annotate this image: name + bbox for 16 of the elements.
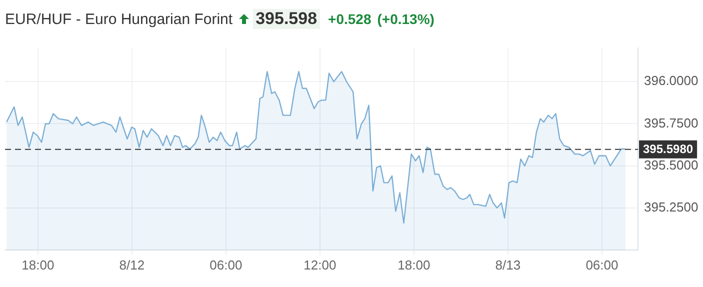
text: 395.598 [252, 9, 320, 29]
y-tick-label: 396.0000 [644, 73, 698, 88]
x-tick-label: 18:00 [398, 257, 430, 272]
x-tick-label: 06:00 [586, 257, 618, 272]
text: +0.528 [328, 11, 372, 27]
x-tick-label: 8/12 [119, 257, 145, 272]
text: (+0.13%) [377, 11, 434, 27]
x-tick-label: 8/13 [495, 257, 521, 272]
chart-title: EUR/HUF - Euro Hungarian Forint [5, 10, 233, 28]
x-tick-label: 06:00 [210, 257, 242, 272]
x-tick-label: 12:00 [304, 257, 336, 272]
y-tick-label: 395.7500 [644, 115, 698, 130]
ref-line-label: 395.5980 [643, 142, 694, 156]
y-tick-label: 395.5000 [644, 157, 698, 172]
y-tick-label: 395.2500 [644, 199, 698, 214]
x-tick-label: 18:00 [22, 257, 54, 272]
